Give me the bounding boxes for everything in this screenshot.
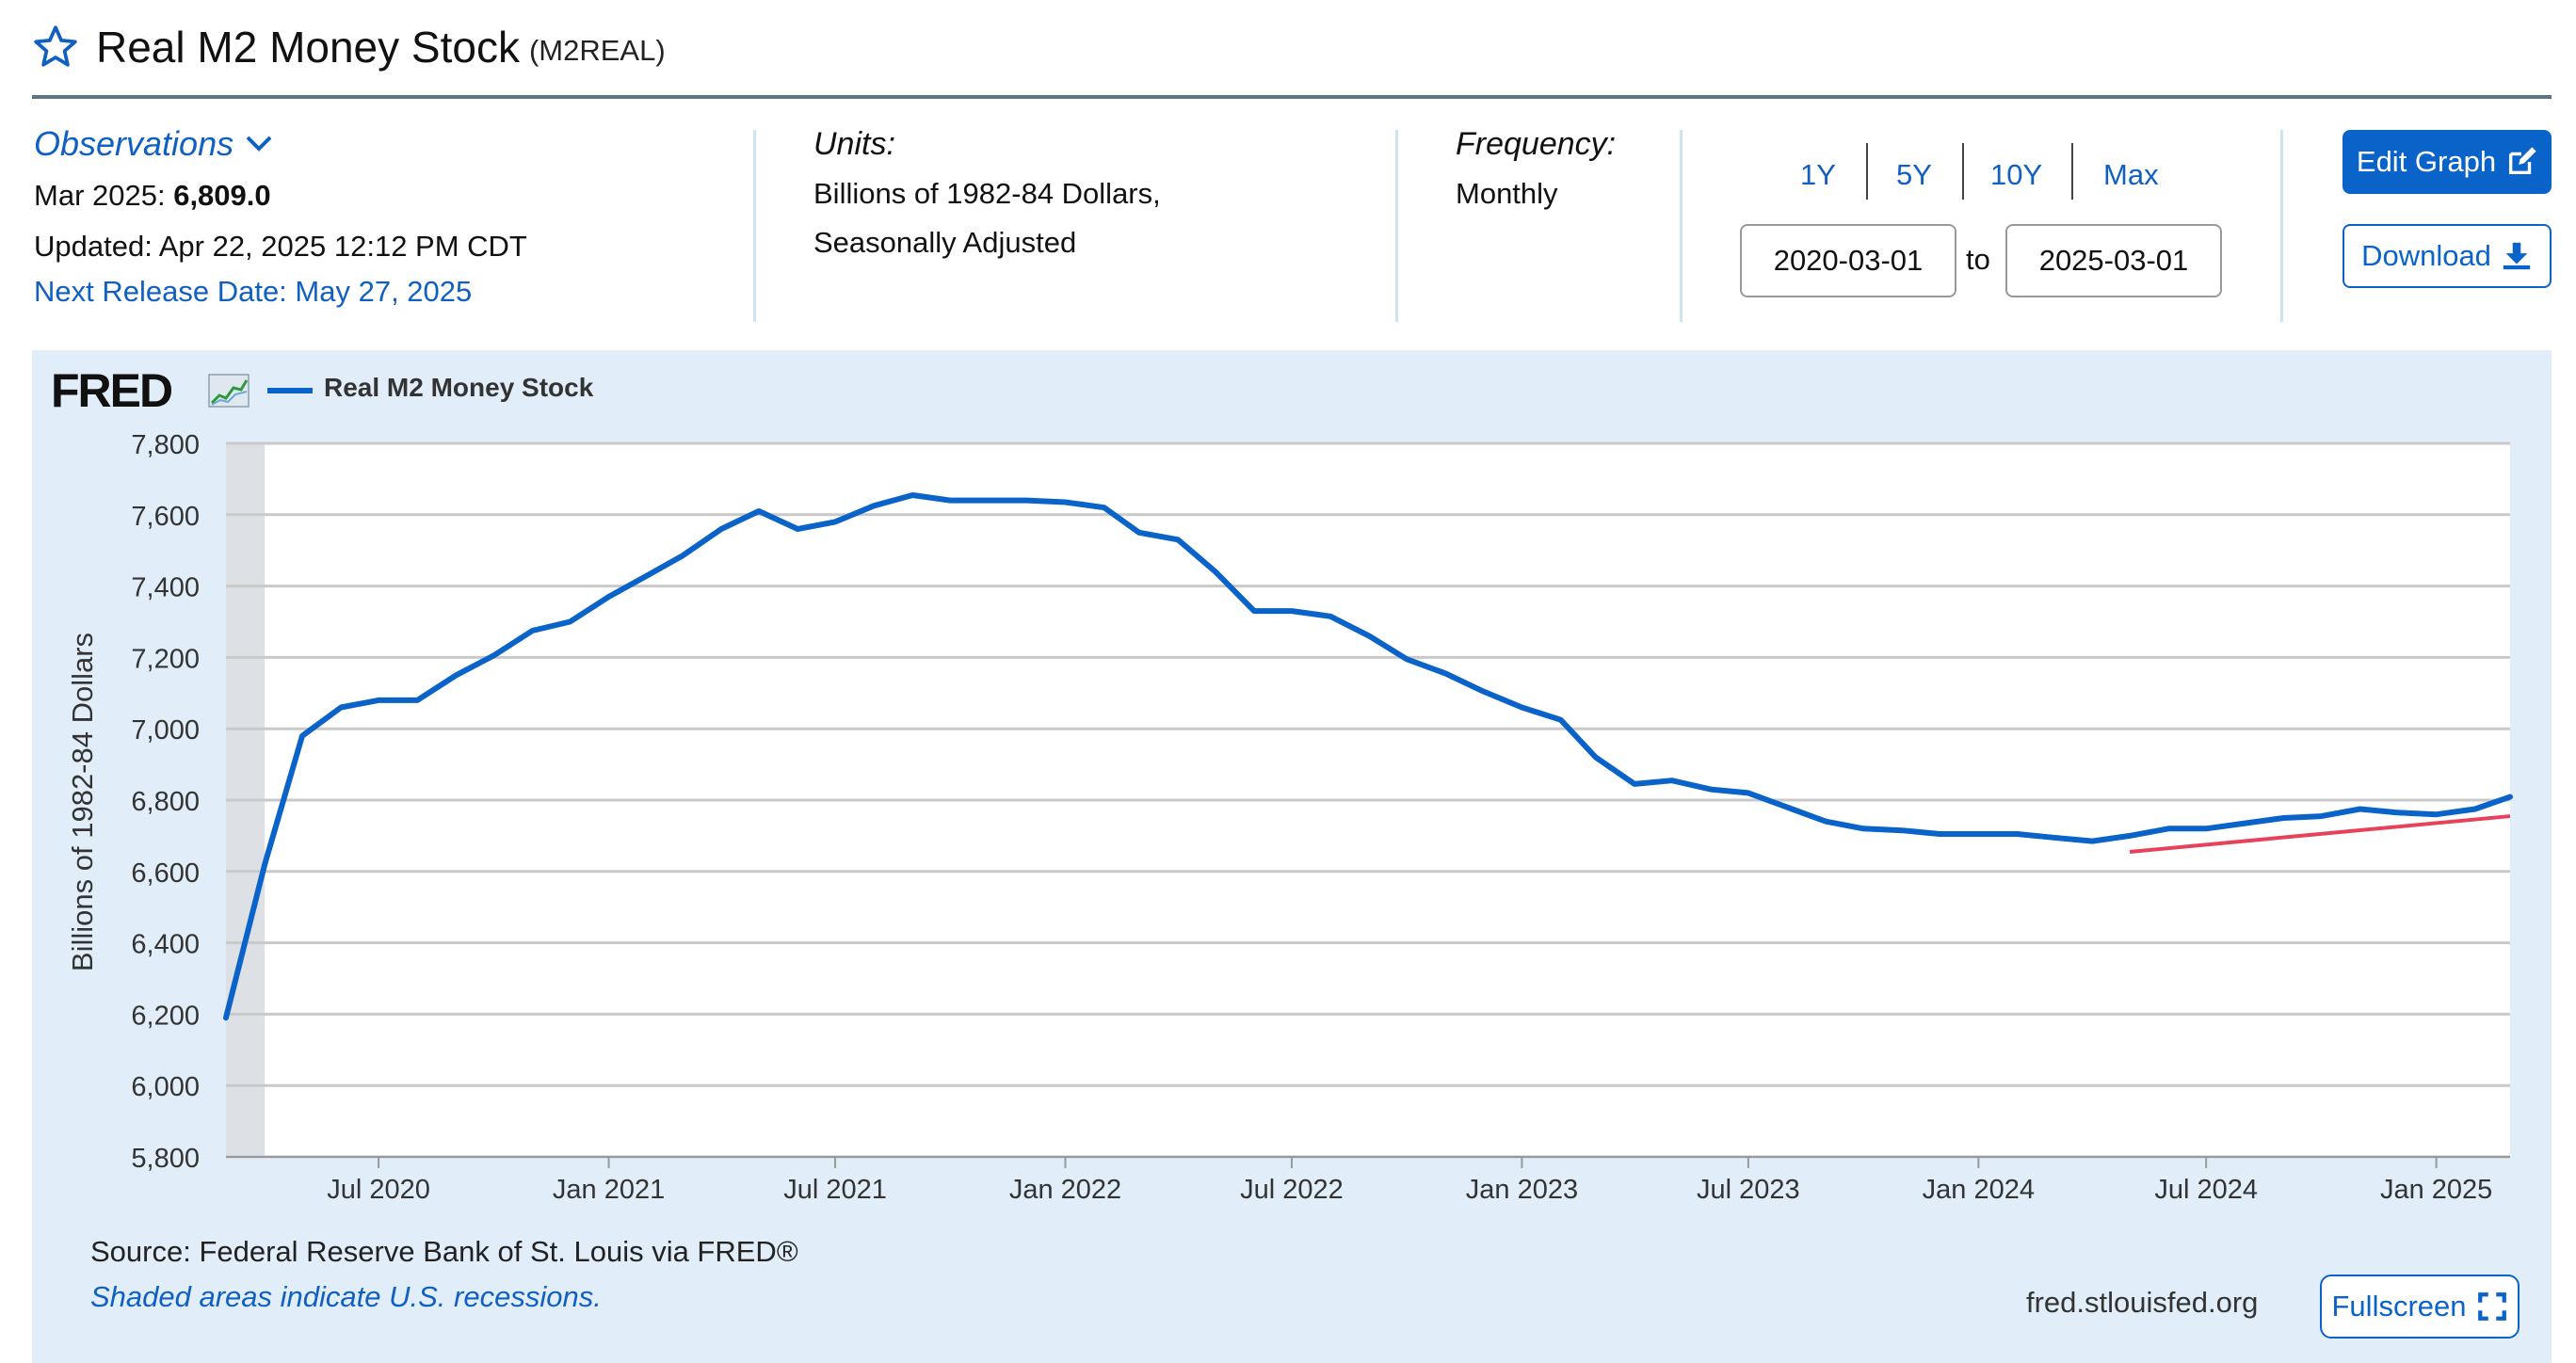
source-text: Source: Federal Reserve Bank of St. Loui… [90,1235,798,1268]
legend-swatch [267,388,313,393]
range-divider [2071,143,2073,200]
meta-divider [1680,130,1682,322]
download-icon [2503,242,2531,270]
title-divider [32,95,2552,99]
y-tick-label: 7,600 [131,502,200,532]
series-id: (M2REAL) [528,34,666,67]
latest-value: 6,809.0 [173,179,271,212]
x-tick-label: Jul 2021 [783,1175,887,1205]
meta-divider [753,130,756,322]
x-tick-label: Jan 2021 [553,1175,665,1205]
download-label: Download [2361,239,2491,272]
fred-logo: FRED [51,364,173,417]
download-button[interactable]: Download [2343,224,2552,288]
y-tick-label: 7,200 [131,644,200,674]
y-tick-label: 5,800 [131,1144,200,1174]
y-tick-label: 6,200 [131,1001,200,1031]
x-tick-label: Jul 2024 [2154,1175,2258,1205]
x-tick-label: Jan 2023 [1466,1175,1578,1205]
range-max[interactable]: Max [2103,158,2159,191]
fred-chart-icon [208,374,250,408]
frequency-value: Monthly [1456,177,1558,210]
edit-graph-label: Edit Graph [2356,145,2497,178]
observations-toggle[interactable]: Observations [34,124,273,164]
units-line-2: Seasonally Adjusted [813,226,1077,259]
recession-note: Shaded areas indicate U.S. recessions. [90,1280,602,1313]
to-label: to [1966,243,1990,276]
units-line-1: Billions of 1982-84 Dollars, [813,177,1161,210]
x-tick-label: Jan 2022 [1009,1175,1121,1205]
series-line [223,492,2513,1021]
y-tick-label: 7,000 [131,715,200,746]
x-tick-label: Jan 2024 [1923,1175,2035,1205]
edit-graph-button[interactable]: Edit Graph [2343,130,2552,194]
trend-line [2129,814,2511,854]
range-divider [1866,143,1868,200]
range-divider [1962,143,1964,200]
y-tick-label: 6,800 [131,787,200,817]
start-date-input[interactable]: 2020-03-01 [1740,224,1956,297]
page-title: Real M2 Money Stock [96,23,520,72]
fullscreen-icon [2477,1292,2506,1321]
y-tick-label: 6,000 [131,1072,200,1102]
y-tick-label: 6,400 [131,930,200,960]
next-release-link[interactable]: Next Release Date: May 27, 2025 [34,275,473,308]
latest-observation: Mar 2025: 6,809.0 [34,179,271,213]
x-tick-label: Jan 2025 [2380,1175,2492,1205]
end-date-input[interactable]: 2025-03-01 [2005,224,2222,297]
range-1y[interactable]: 1Y [1800,158,1836,191]
latest-date: Mar 2025: [34,179,166,212]
y-tick-label: 7,400 [131,573,200,603]
legend-label: Real M2 Money Stock [324,373,594,402]
fullscreen-label: Fullscreen [2331,1290,2467,1323]
range-10y[interactable]: 10Y [1990,158,2043,191]
x-tick-label: Jul 2020 [327,1175,430,1205]
y-tick-label: 6,600 [131,858,200,889]
meta-divider [1395,130,1398,322]
units-label: Units: [813,126,895,162]
edit-icon [2509,147,2536,175]
updated-text: Updated: Apr 22, 2025 12:12 PM CDT [34,230,527,263]
star-icon[interactable] [32,24,79,71]
chevron-down-icon [246,136,272,152]
frequency-label: Frequency: [1456,126,1617,162]
observations-label: Observations [34,124,234,163]
y-tick-label: 7,800 [131,430,200,460]
x-tick-label: Jul 2023 [1697,1175,1800,1205]
x-tick-label: Jul 2022 [1240,1175,1344,1205]
meta-divider [2280,130,2283,322]
fullscreen-button[interactable]: Fullscreen [2320,1275,2520,1339]
title-row: Real M2 Money Stock (M2REAL) [32,17,666,77]
site-url: fred.stlouisfed.org [2026,1286,2259,1319]
range-5y[interactable]: 5Y [1896,158,1932,191]
